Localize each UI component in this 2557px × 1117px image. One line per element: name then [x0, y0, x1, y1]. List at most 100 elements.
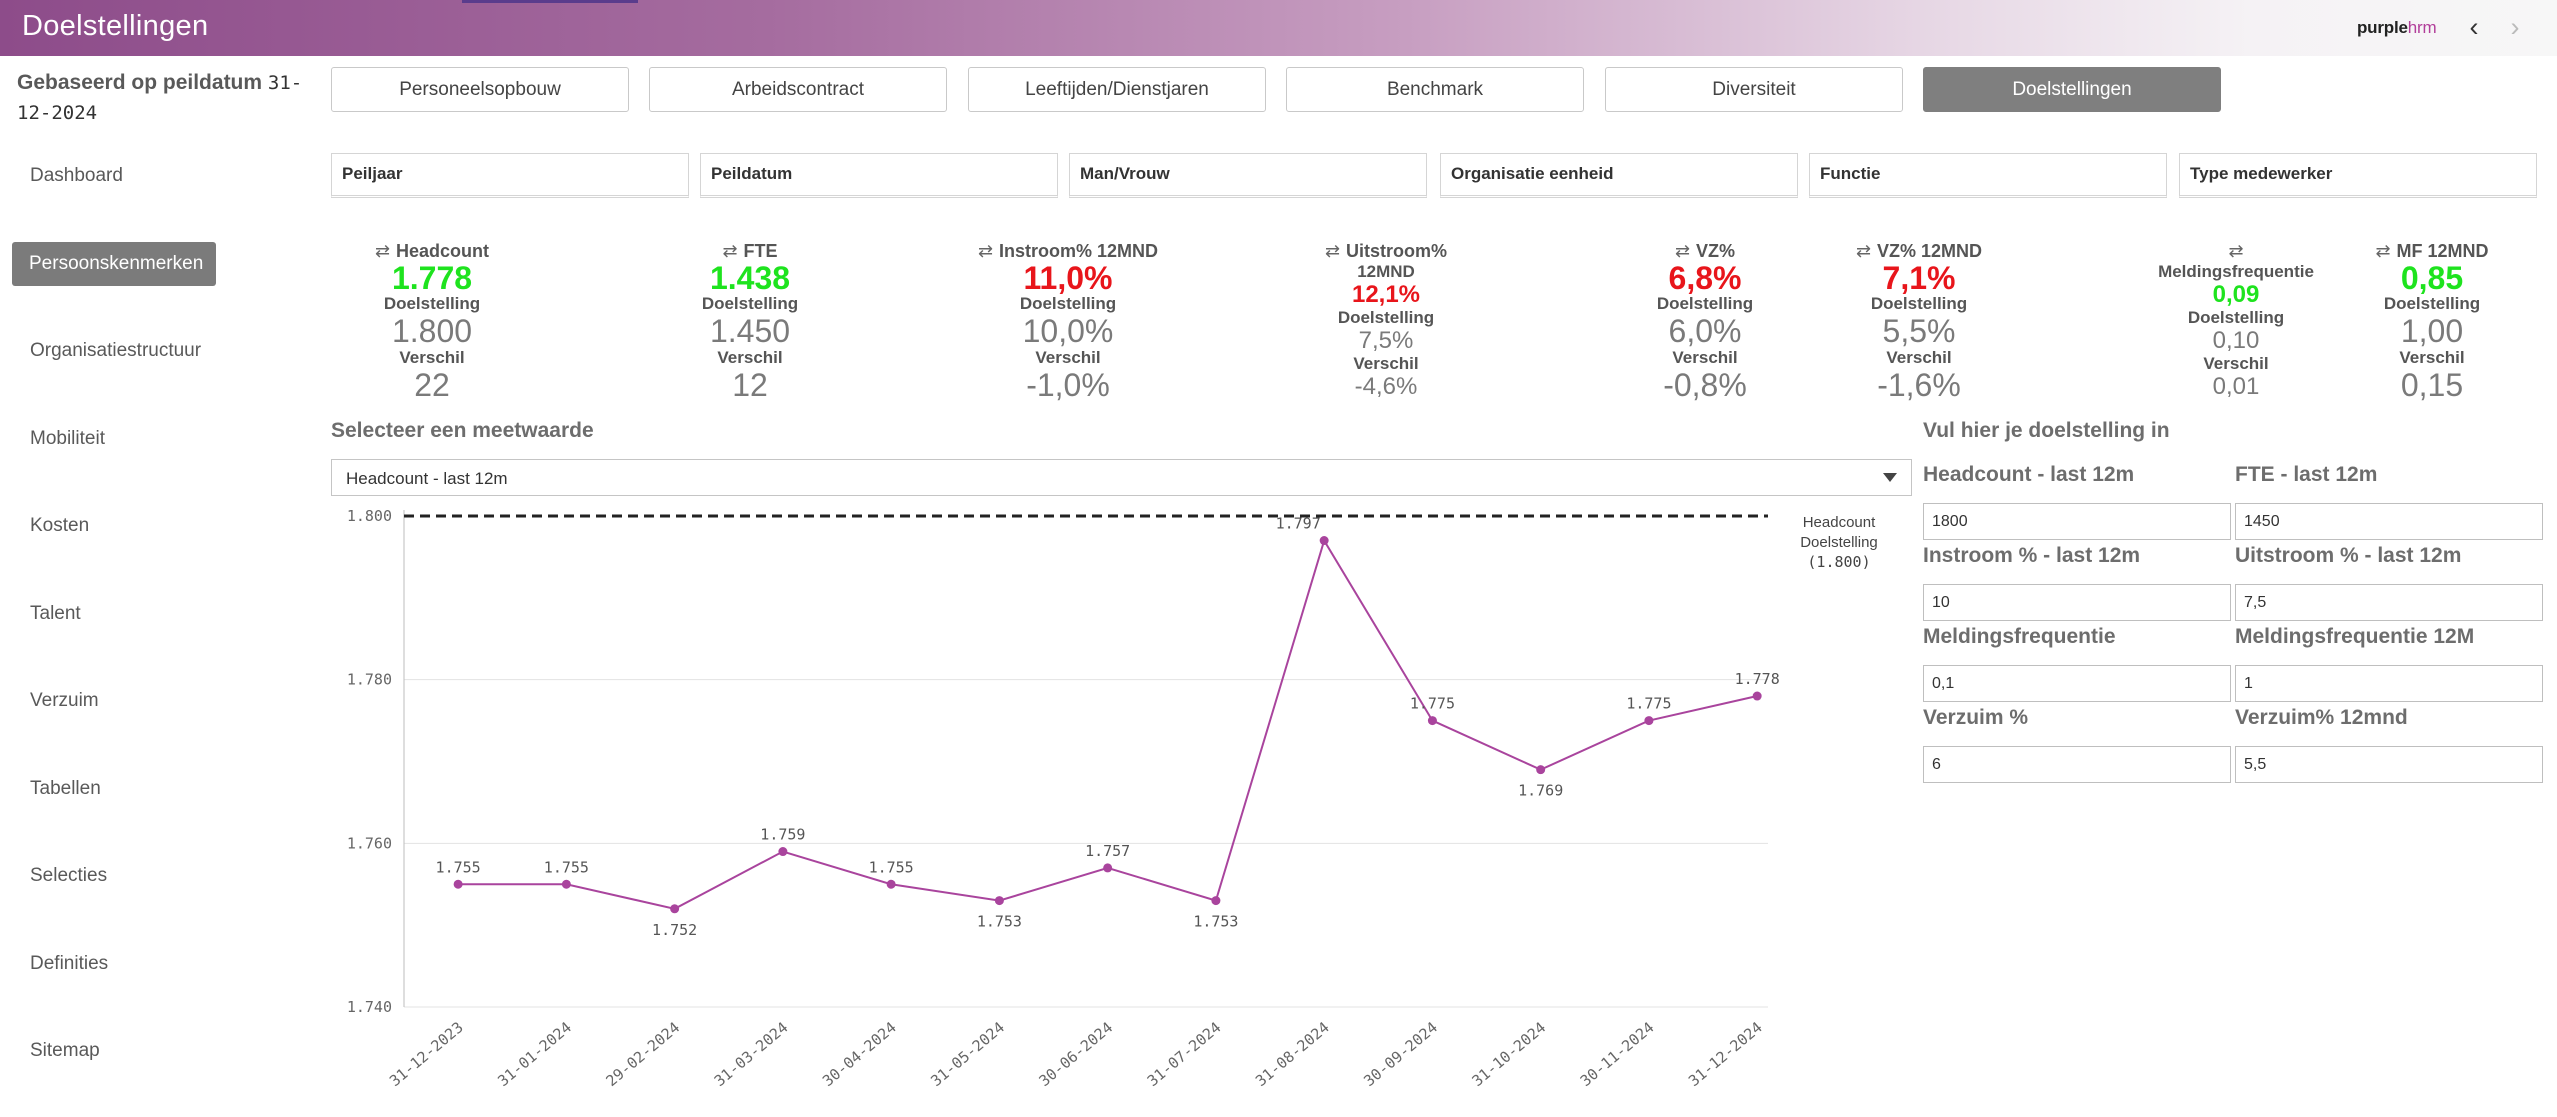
sidebar-item-sitemap[interactable]: Sitemap — [30, 1040, 100, 1061]
swap-icon[interactable]: ⇄ — [977, 241, 994, 261]
data-label: 1.755 — [436, 858, 481, 876]
data-label: 1.753 — [977, 913, 1022, 931]
data-label: 1.752 — [652, 921, 697, 939]
sidebar-item-definities[interactable]: Definities — [30, 953, 109, 974]
data-point — [886, 879, 896, 889]
goal-fte-input[interactable] — [2235, 503, 2543, 540]
swap-icon[interactable]: ⇄ — [1855, 241, 1872, 261]
kpi-diff-label: Verschil — [1353, 354, 1419, 373]
data-label: 1.759 — [760, 826, 805, 844]
brand-logo: purplehrm — [2357, 18, 2437, 38]
sidebar-item-mobiliteit[interactable]: Mobiliteit — [30, 428, 105, 449]
y-tick-label: 1.740 — [347, 998, 392, 1016]
kpi-mf-12mnd: ⇄ MF 12MND 0,85 Doelstelling 1,00 Verschi… — [2317, 240, 2547, 402]
kpi-diff-label: Verschil — [717, 348, 783, 367]
kpi-vz-title: ⇄ VZ% — [1575, 240, 1835, 262]
kpi-instroom-diff: -1,0% — [1026, 367, 1110, 403]
kpi-fte-value: 1.438 — [709, 260, 791, 296]
swap-icon[interactable]: ⇄ — [374, 241, 391, 261]
filter-peildatum[interactable]: Peildatum — [700, 153, 1058, 198]
tab-arbeidscontract[interactable]: Arbeidscontract — [649, 67, 947, 112]
swap-icon[interactable]: ⇄ — [2375, 241, 2391, 261]
kpi-diff-label: Verschil — [399, 348, 465, 367]
goal-verzuim-12mnd-input[interactable] — [2235, 746, 2543, 783]
kpi-headcount-value: 1.778 — [391, 260, 473, 296]
goal-headcount-input[interactable] — [1923, 503, 2231, 540]
next-sheet-icon[interactable]: › — [2510, 12, 2520, 42]
previous-sheet-icon[interactable]: ‹ — [2469, 12, 2479, 42]
tab-doelstellingen[interactable]: Doelstellingen — [1923, 67, 2221, 112]
kpi-fte-title: ⇄ FTE — [620, 240, 880, 262]
kpi-goal-label: Doelstelling — [1337, 308, 1435, 327]
tab-personeelsopbouw[interactable]: Personeelsopbouw — [331, 67, 629, 112]
kpi-vz-title-text: VZ% — [1696, 241, 1736, 261]
sidebar-item-tabellen[interactable]: Tabellen — [30, 778, 101, 799]
reference-date-text: Gebaseerd op peildatum 31- 12-2024 — [17, 68, 307, 128]
reference-date-part2: 12-2024 — [17, 102, 98, 124]
kpi-vz-diff: -0,8% — [1663, 367, 1747, 403]
kpi-headcount-diff: 22 — [414, 367, 450, 403]
goal-meldingsfrequentie-12m-input[interactable] — [2235, 665, 2543, 702]
sidebar-item-organisatiestructuur[interactable]: Organisatiestructuur — [30, 340, 202, 361]
swap-icon[interactable]: ⇄ — [2228, 241, 2244, 261]
kpi-vz12-title: ⇄ VZ% 12MND — [1789, 240, 2049, 262]
filter-peiljaar[interactable]: Peiljaar — [331, 153, 689, 198]
tab-diversiteit[interactable]: Diversiteit — [1605, 67, 1903, 112]
data-label: 1.755 — [869, 858, 914, 876]
x-tick-label: 31-08-2024 — [1252, 1018, 1333, 1090]
kpi-mf12-goal: 1,00 — [2400, 313, 2464, 349]
kpi-headcount: ⇄ Headcount 1.778 Doelstelling 1.800 Vers… — [302, 240, 562, 402]
kpi-meldingsfrequentie: ⇄ Meldingsfrequentie 0,09 Doelstelling 0… — [2106, 240, 2366, 400]
x-tick-label: 31-10-2024 — [1468, 1018, 1549, 1090]
filter-type-medewerker[interactable]: Type medewerker — [2179, 153, 2537, 198]
data-label: 1.757 — [1085, 842, 1130, 860]
kpi-headcount-title-text: Headcount — [396, 241, 490, 261]
goal-verzuim-input[interactable] — [1923, 746, 2231, 783]
sidebar-item-selecties[interactable]: Selecties — [30, 865, 108, 886]
data-point — [453, 879, 463, 889]
measure-dropdown[interactable]: Headcount - last 12m — [331, 459, 1912, 496]
filter-organisatie-eenheid[interactable]: Organisatie eenheid — [1440, 153, 1798, 198]
swap-icon[interactable]: ⇄ — [1674, 241, 1691, 261]
kpi-goal-label: Doelstelling — [1656, 294, 1754, 313]
kpi-mf-title: Meldingsfrequentie — [2158, 262, 2314, 281]
kpi-mf-diff: 0,01 — [2212, 373, 2260, 400]
data-label: 1.755 — [544, 858, 589, 876]
reference-date-label: Gebaseerd op peildatum — [17, 71, 263, 94]
x-tick-label: 31-05-2024 — [927, 1018, 1008, 1090]
sidebar-item-talent[interactable]: Talent — [30, 603, 81, 624]
goal-headcount-label: Headcount - last 12m — [1923, 463, 2135, 486]
goal-uitstroom-input[interactable] — [2235, 584, 2543, 621]
kpi-uitstroom-goal: 7,5% — [1358, 327, 1414, 354]
goal-instroom-label: Instroom % - last 12m — [1923, 544, 2141, 567]
measure-dropdown-value: Headcount - last 12m — [346, 469, 508, 488]
data-label: 1.769 — [1518, 782, 1563, 800]
sidebar-item-dashboard[interactable]: Dashboard — [30, 165, 123, 186]
sidebar-item-kosten[interactable]: Kosten — [30, 515, 90, 536]
kpi-instroom-title-text: Instroom% 12MND — [999, 241, 1159, 261]
kpi-vz12-value: 7,1% — [1882, 260, 1956, 296]
filter-functie[interactable]: Functie — [1809, 153, 2167, 198]
swap-icon[interactable]: ⇄ — [722, 241, 738, 261]
goal-meldingsfrequentie-label: Meldingsfrequentie — [1923, 625, 2116, 648]
goal-meldingsfrequentie-input[interactable] — [1923, 665, 2231, 702]
kpi-goal-label: Doelstelling — [1870, 294, 1968, 313]
tab-leeftijden-dienstjaren[interactable]: Leeftijden/Dienstjaren — [968, 67, 1266, 112]
x-tick-label: 31-01-2024 — [494, 1018, 575, 1090]
x-tick-label: 31-03-2024 — [711, 1018, 792, 1090]
sidebar-item-persoonskenmerken[interactable]: Persoonskenmerken — [12, 242, 216, 286]
kpi-uitstroom: ⇄ Uitstroom% 12MND 12,1% Doelstelling 7,5… — [1256, 240, 1516, 400]
kpi-uitstroom-value: 12,1% — [1351, 281, 1421, 308]
filter-man-vrouw[interactable]: Man/Vrouw — [1069, 153, 1427, 198]
kpi-uitstroom-title-text: Uitstroom% — [1346, 241, 1448, 261]
kpi-vz12-title-text: VZ% 12MND — [1877, 241, 1983, 261]
goal-instroom-input[interactable] — [1923, 584, 2231, 621]
sidebar-item-verzuim[interactable]: Verzuim — [30, 690, 99, 711]
tab-benchmark[interactable]: Benchmark — [1286, 67, 1584, 112]
kpi-fte-goal: 1.450 — [709, 313, 791, 349]
swap-icon[interactable]: ⇄ — [1324, 241, 1341, 261]
goal-verzuim-12mnd-label: Verzuim% 12mnd — [2235, 706, 2408, 729]
data-point — [1536, 765, 1546, 775]
x-tick-label: 30-11-2024 — [1577, 1018, 1658, 1090]
kpi-goal-label: Doelstelling — [383, 294, 481, 313]
